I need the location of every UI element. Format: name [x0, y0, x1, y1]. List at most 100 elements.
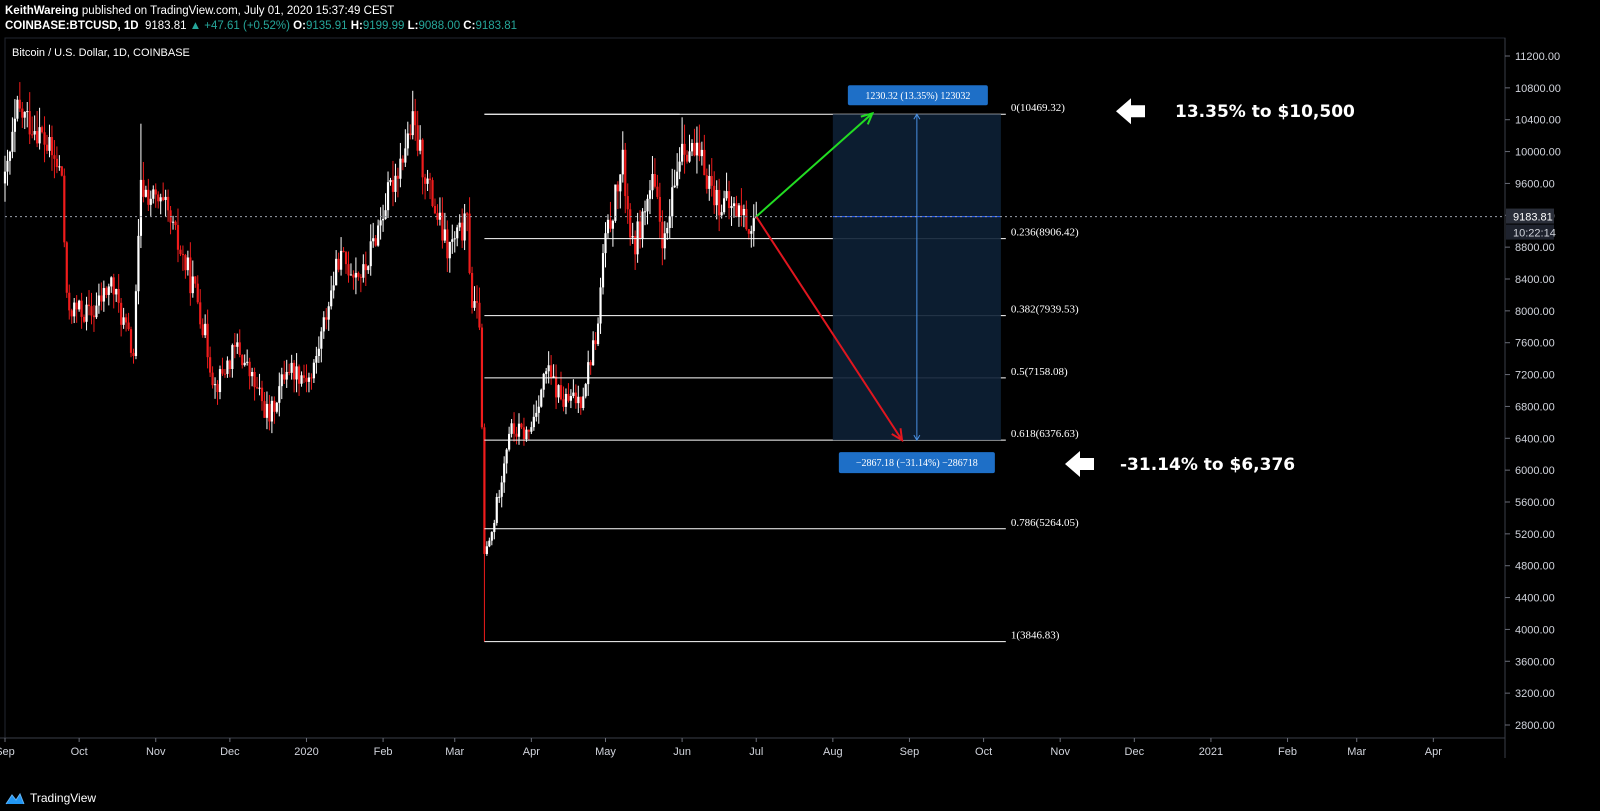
y-tick-label: 5600.00 — [1515, 497, 1555, 509]
candle-body — [265, 403, 269, 418]
tradingview-brand[interactable]: TradingView — [30, 790, 97, 805]
chart-header: KeithWareing published on TradingView.co… — [0, 0, 1600, 38]
candle-body — [663, 233, 666, 249]
candle-body — [367, 266, 370, 271]
candle-body — [53, 155, 56, 159]
candle-body — [283, 374, 286, 380]
candle-body — [540, 389, 543, 407]
candle-body — [194, 276, 197, 284]
annotation-text: -31.14% to $6,376 — [1120, 455, 1295, 475]
candle-body — [154, 189, 157, 195]
candle-body — [369, 241, 372, 267]
y-tick-label: 9600.00 — [1515, 178, 1555, 190]
candle-body — [473, 301, 476, 308]
tradingview-logo-icon[interactable] — [5, 791, 25, 805]
candle-body — [676, 171, 679, 186]
candle-body — [604, 233, 607, 254]
candle-body — [409, 133, 412, 136]
candle-body — [438, 212, 442, 220]
candle-body — [475, 301, 479, 303]
candle-body — [503, 463, 506, 483]
x-tick-label: Feb — [1278, 746, 1297, 758]
candle-body — [579, 396, 582, 409]
symbol-label: COINBASE:BTCUSD, 1D — [5, 20, 139, 32]
candle-body — [510, 423, 513, 434]
candle-body — [456, 227, 459, 239]
candle-body — [411, 111, 414, 136]
candle-body — [488, 540, 491, 547]
candle-body — [40, 127, 44, 133]
candle-body — [322, 317, 325, 332]
x-tick-label: Dec — [1125, 746, 1145, 758]
candle-body — [621, 149, 624, 175]
chart-title: Bitcoin / U.S. Dollar, 1D, COINBASE — [12, 47, 190, 59]
candle-body — [750, 231, 753, 234]
candle-body — [174, 221, 177, 226]
candle-body — [535, 412, 538, 417]
candle-body — [97, 295, 101, 306]
candle-body — [112, 277, 115, 295]
candle-body — [344, 252, 348, 265]
candle-body — [584, 384, 587, 397]
fib-level-label: 0.786(5264.05) — [1011, 517, 1079, 529]
candle-body — [638, 221, 642, 239]
candle-body — [725, 191, 728, 199]
candle-body — [545, 371, 548, 374]
candle-body — [552, 376, 555, 378]
fib-level-label: 0(10469.32) — [1011, 102, 1065, 114]
candle-body — [582, 396, 585, 409]
candle-body — [362, 264, 365, 278]
candle-body — [643, 211, 647, 213]
candle-body — [592, 340, 595, 366]
bullish-arrowhead — [860, 111, 875, 125]
candle-body — [695, 142, 699, 156]
author-name[interactable]: KeithWareing — [5, 5, 79, 17]
y-tick-label: 10400.00 — [1515, 115, 1561, 127]
candle-body — [641, 211, 644, 239]
candle-body — [596, 323, 600, 345]
candle-body — [176, 225, 180, 250]
candle-body — [310, 377, 313, 379]
candle-body — [723, 198, 726, 213]
candle-body — [399, 158, 402, 179]
candle-body — [354, 272, 358, 278]
candle-body — [248, 361, 251, 377]
candle-body — [688, 151, 691, 162]
candle-body — [636, 221, 639, 255]
candle-body — [433, 205, 437, 214]
candle-body — [297, 366, 301, 384]
candle-body — [564, 393, 568, 407]
candle-body — [312, 362, 315, 379]
candle-body — [394, 175, 397, 192]
countdown-tag — [1506, 224, 1554, 240]
candle-body — [179, 249, 182, 255]
candle-body — [517, 423, 521, 437]
candle-body — [718, 189, 721, 216]
candle-body — [446, 229, 449, 259]
candle-body — [646, 198, 649, 212]
candle-body — [658, 196, 661, 222]
candle-body — [601, 253, 605, 288]
candle-body — [624, 149, 627, 197]
candle-body — [149, 198, 152, 205]
projection-down-badge — [838, 452, 995, 474]
candle-body — [315, 356, 318, 363]
candle-body — [213, 384, 217, 386]
candle-body — [70, 310, 73, 317]
y-tick-label: 3200.00 — [1515, 688, 1555, 700]
publish-info: KeithWareing published on TradingView.co… — [5, 3, 394, 19]
candle-body — [204, 323, 207, 336]
candle-body — [122, 317, 125, 325]
x-tick-label: May — [595, 746, 616, 758]
candle-body — [463, 213, 466, 241]
candle-body — [288, 371, 291, 373]
countdown-label: 10:22:14 — [1513, 228, 1556, 240]
y-tick-label: 10800.00 — [1515, 83, 1561, 95]
candle-body — [742, 209, 745, 216]
candle-body — [349, 274, 353, 276]
plot-area[interactable] — [4, 37, 1506, 739]
candle-body — [16, 99, 19, 119]
candle-body — [448, 241, 451, 259]
candle-body — [611, 220, 615, 229]
